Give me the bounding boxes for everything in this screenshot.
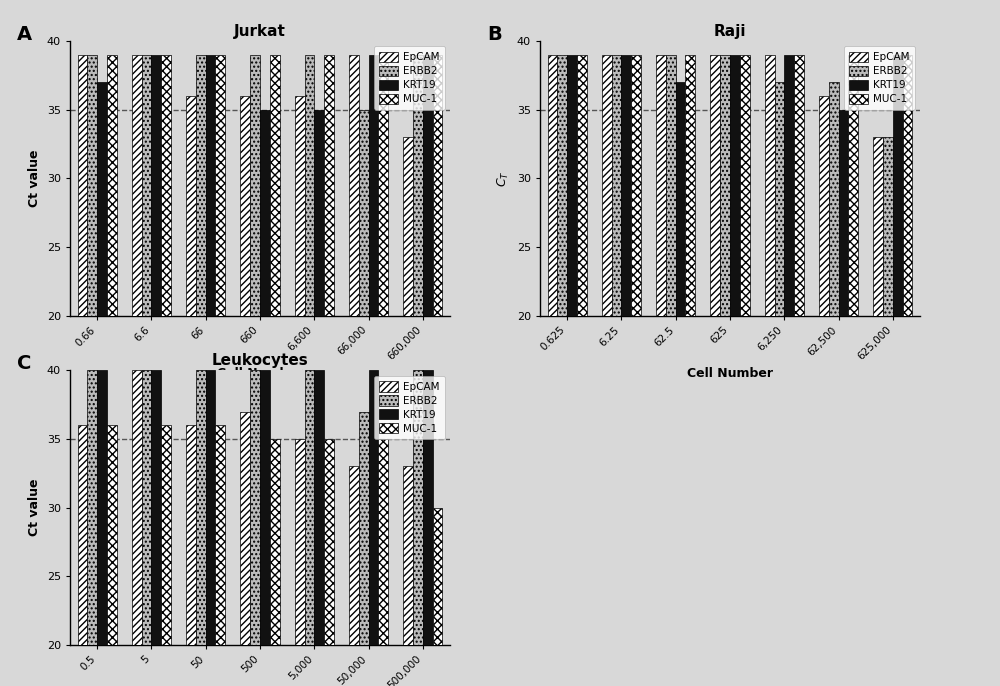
Bar — [656, 55, 666, 316]
Bar — [305, 55, 314, 316]
Y-axis label: Ct value: Ct value — [28, 150, 41, 207]
Bar — [784, 55, 794, 316]
Bar — [132, 370, 142, 645]
X-axis label: Cell Number: Cell Number — [687, 368, 773, 381]
Y-axis label: $C_T$: $C_T$ — [496, 170, 511, 187]
Bar — [314, 370, 324, 645]
Bar — [151, 55, 161, 316]
Bar — [270, 55, 280, 316]
Bar — [215, 425, 225, 645]
Bar — [314, 110, 324, 316]
Bar — [577, 55, 587, 316]
Bar — [142, 370, 151, 645]
Bar — [433, 508, 442, 645]
Bar — [359, 412, 369, 645]
Bar — [349, 55, 359, 316]
Bar — [765, 55, 775, 316]
Bar — [161, 55, 171, 316]
Bar — [413, 370, 423, 645]
Legend: EpCAM, ERBB2, KRT19, MUC-1: EpCAM, ERBB2, KRT19, MUC-1 — [374, 47, 445, 110]
Bar — [893, 55, 903, 316]
Bar — [567, 55, 577, 316]
Bar — [215, 55, 225, 316]
Bar — [97, 82, 107, 316]
Bar — [206, 55, 215, 316]
X-axis label: Cell Number: Cell Number — [217, 368, 303, 380]
Bar — [161, 425, 171, 645]
Bar — [829, 82, 839, 316]
Bar — [548, 55, 557, 316]
Bar — [196, 370, 206, 645]
Bar — [78, 55, 87, 316]
Bar — [403, 466, 413, 645]
Bar — [378, 439, 388, 645]
Bar — [186, 96, 196, 316]
Bar — [369, 55, 378, 316]
Bar — [295, 96, 305, 316]
Bar — [883, 137, 893, 316]
Bar — [206, 370, 215, 645]
Bar — [710, 55, 720, 316]
Bar — [305, 370, 314, 645]
Bar — [151, 370, 161, 645]
Bar — [621, 55, 631, 316]
Bar — [107, 55, 117, 316]
Bar — [557, 55, 567, 316]
Bar — [260, 370, 270, 645]
Bar — [142, 55, 151, 316]
Bar — [359, 110, 369, 316]
Bar — [413, 55, 423, 316]
Bar — [873, 137, 883, 316]
Bar — [423, 55, 433, 316]
Bar — [250, 55, 260, 316]
Bar — [720, 55, 730, 316]
Bar — [819, 96, 829, 316]
Bar — [349, 466, 359, 645]
Bar — [260, 110, 270, 316]
Legend: EpCAM, ERBB2, KRT19, MUC-1: EpCAM, ERBB2, KRT19, MUC-1 — [844, 47, 915, 110]
Title: Leukocytes: Leukocytes — [212, 353, 308, 368]
Bar — [97, 370, 107, 645]
Bar — [186, 425, 196, 645]
Bar — [602, 55, 612, 316]
Bar — [240, 412, 250, 645]
Text: B: B — [487, 25, 502, 44]
Bar — [324, 439, 334, 645]
Bar — [631, 55, 641, 316]
Title: Jurkat: Jurkat — [234, 23, 286, 38]
Y-axis label: Ct value: Ct value — [28, 479, 41, 536]
Bar — [378, 55, 388, 316]
Bar — [612, 55, 621, 316]
Bar — [740, 55, 750, 316]
Bar — [132, 55, 142, 316]
Bar — [685, 55, 695, 316]
Text: A: A — [17, 25, 32, 44]
Bar — [196, 55, 206, 316]
Bar — [775, 82, 784, 316]
Legend: EpCAM, ERBB2, KRT19, MUC-1: EpCAM, ERBB2, KRT19, MUC-1 — [374, 376, 445, 439]
Bar — [403, 137, 413, 316]
Bar — [107, 425, 117, 645]
Bar — [295, 439, 305, 645]
Bar — [324, 55, 334, 316]
Bar — [369, 370, 378, 645]
Bar — [433, 55, 442, 316]
Bar — [666, 55, 676, 316]
Title: Raji: Raji — [714, 23, 746, 38]
Bar — [839, 110, 848, 316]
Bar — [730, 55, 740, 316]
Bar — [794, 55, 804, 316]
Bar — [270, 439, 280, 645]
Bar — [423, 370, 433, 645]
Bar — [87, 55, 97, 316]
Bar — [240, 96, 250, 316]
Bar — [78, 425, 87, 645]
Bar — [87, 370, 97, 645]
Bar — [676, 82, 685, 316]
Bar — [250, 370, 260, 645]
Bar — [903, 55, 912, 316]
Bar — [848, 55, 858, 316]
Text: C: C — [17, 354, 31, 373]
